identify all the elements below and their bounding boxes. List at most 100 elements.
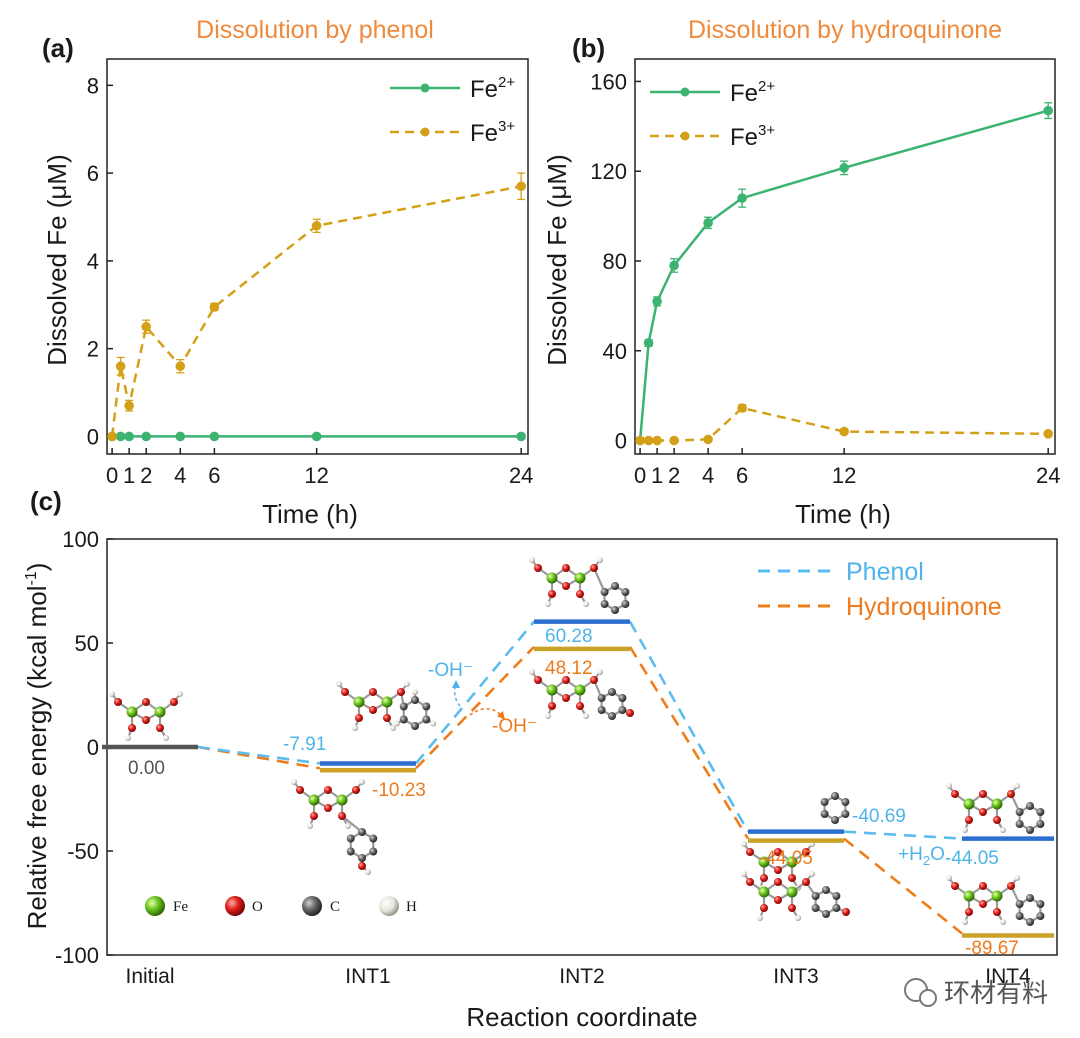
hydroquinone-value-label: 48.12: [545, 658, 593, 679]
legend-fe3-marker: [420, 127, 430, 137]
oh-arrow-phenol: [453, 683, 461, 707]
atom-c: [811, 892, 820, 900]
atom-h: [545, 713, 551, 719]
atom-o: [626, 709, 634, 717]
atom-c: [621, 588, 630, 596]
panel-c-ylabel: Relative free energy (kcal mol-1): [22, 563, 52, 930]
atom-o: [562, 564, 570, 572]
x-tick-label: 0: [634, 463, 646, 488]
atom-c: [597, 706, 606, 714]
atom-h: [946, 875, 952, 881]
phenol-value-label: 60.28: [545, 626, 593, 647]
y-tick-label: -100: [55, 943, 99, 968]
legend-fe3-label: Fe3+: [470, 118, 515, 147]
series-line-fe3+: [640, 406, 1049, 442]
y-tick-label: 100: [62, 527, 99, 552]
y-tick-label: -50: [67, 839, 99, 864]
hydroquinone-value-label: -44.05: [759, 848, 813, 869]
atom-h: [125, 735, 131, 741]
molecule-int3-hq: [741, 871, 850, 921]
panel-b-ylabel: Dissolved Fe (μM): [542, 154, 572, 365]
panel-a-label: (a): [42, 33, 74, 63]
atom-o: [760, 904, 768, 912]
atom-o: [979, 882, 987, 890]
atom-h: [962, 827, 968, 833]
molecule-int1-hq: [291, 779, 378, 875]
data-point: [311, 431, 322, 442]
atom-c: [358, 854, 366, 862]
atom-c: [600, 588, 609, 596]
atom-h: [291, 779, 297, 785]
atom-c: [597, 694, 606, 702]
data-point: [643, 435, 654, 446]
molecule-int2-phenol: [529, 557, 630, 614]
atom-o: [114, 698, 122, 706]
atom-o: [324, 786, 332, 794]
atom-o: [802, 878, 810, 886]
atom-c: [832, 904, 841, 912]
atom-o: [1007, 882, 1015, 890]
atom-c: [399, 715, 408, 724]
atom-fe-label: Fe: [173, 899, 188, 915]
atom-h: [809, 871, 815, 877]
panel-c-levels: -7.91 60.28 -40.69 -44.05 0.00 -10.23 48.12 -44…: [102, 619, 1054, 959]
y-tick-label: 120: [590, 159, 627, 184]
x-tick-label: 2: [140, 463, 152, 488]
atom-o: [324, 804, 332, 812]
legend-hq-label: Hydroquinone: [846, 593, 1002, 621]
x-tick-label: 6: [736, 463, 748, 488]
data-point: [516, 181, 526, 192]
phenol-value-label: -44.05: [945, 848, 999, 869]
atom-h: [336, 681, 342, 687]
data-point: [839, 426, 849, 437]
atom-c: [832, 892, 841, 900]
data-point: [635, 435, 645, 446]
atom-c: [608, 688, 616, 696]
data-point: [516, 431, 526, 442]
atom-c: [1026, 918, 1034, 926]
atom-h: [404, 681, 410, 687]
atom-o: [296, 786, 304, 794]
atom-o: [590, 676, 598, 684]
atom-c: [841, 798, 850, 806]
panel-c-label: (c): [30, 486, 62, 516]
phenol-value-label: -7.91: [283, 734, 326, 755]
atom-h: [177, 691, 183, 697]
y-tick-label: 2: [87, 337, 99, 362]
atom-fe: [381, 696, 393, 708]
atom-h: [946, 783, 952, 789]
atom-o: [951, 882, 959, 890]
legend-fe2-label: Fe2+: [730, 78, 775, 107]
atom-c: [1015, 900, 1024, 908]
atom-c: [369, 834, 378, 843]
atom-o: [358, 862, 366, 870]
atom-h: [529, 669, 535, 675]
legend-fe3-label: Fe3+: [730, 122, 775, 151]
atom-fe: [336, 794, 348, 806]
atom-fe: [991, 890, 1003, 902]
atom-o: [369, 688, 377, 696]
data-point: [311, 220, 322, 231]
atom-c: [618, 706, 627, 714]
atom-o: [310, 812, 318, 820]
atom-o: [355, 714, 363, 722]
atom-c: [611, 582, 619, 590]
x-tick-label: 12: [304, 463, 328, 488]
x-tick-label: 1: [123, 463, 135, 488]
atom-o-icon: [225, 896, 245, 916]
panel-b-legend: Fe2+ Fe3+: [650, 78, 775, 151]
atom-c: [1015, 820, 1024, 828]
data-point: [175, 361, 186, 372]
atom-o: [534, 564, 542, 572]
atom-h: [393, 720, 400, 727]
molecule-structures: [109, 557, 1045, 926]
y-tick-label: 50: [75, 631, 99, 656]
molecule-int4-hq: [946, 875, 1045, 926]
panel-a-plot-frame: [106, 58, 529, 455]
atom-o: [774, 866, 782, 874]
oh-arrowhead-hq: [497, 711, 505, 720]
atom-c: [618, 694, 627, 702]
panel-c: (c) 100 50 0 -50 -100 Initial INT1 INT2 INT3 INT4…: [22, 486, 1058, 1032]
hydroquinone-connector: [843, 837, 963, 935]
atom-c: [346, 834, 355, 843]
